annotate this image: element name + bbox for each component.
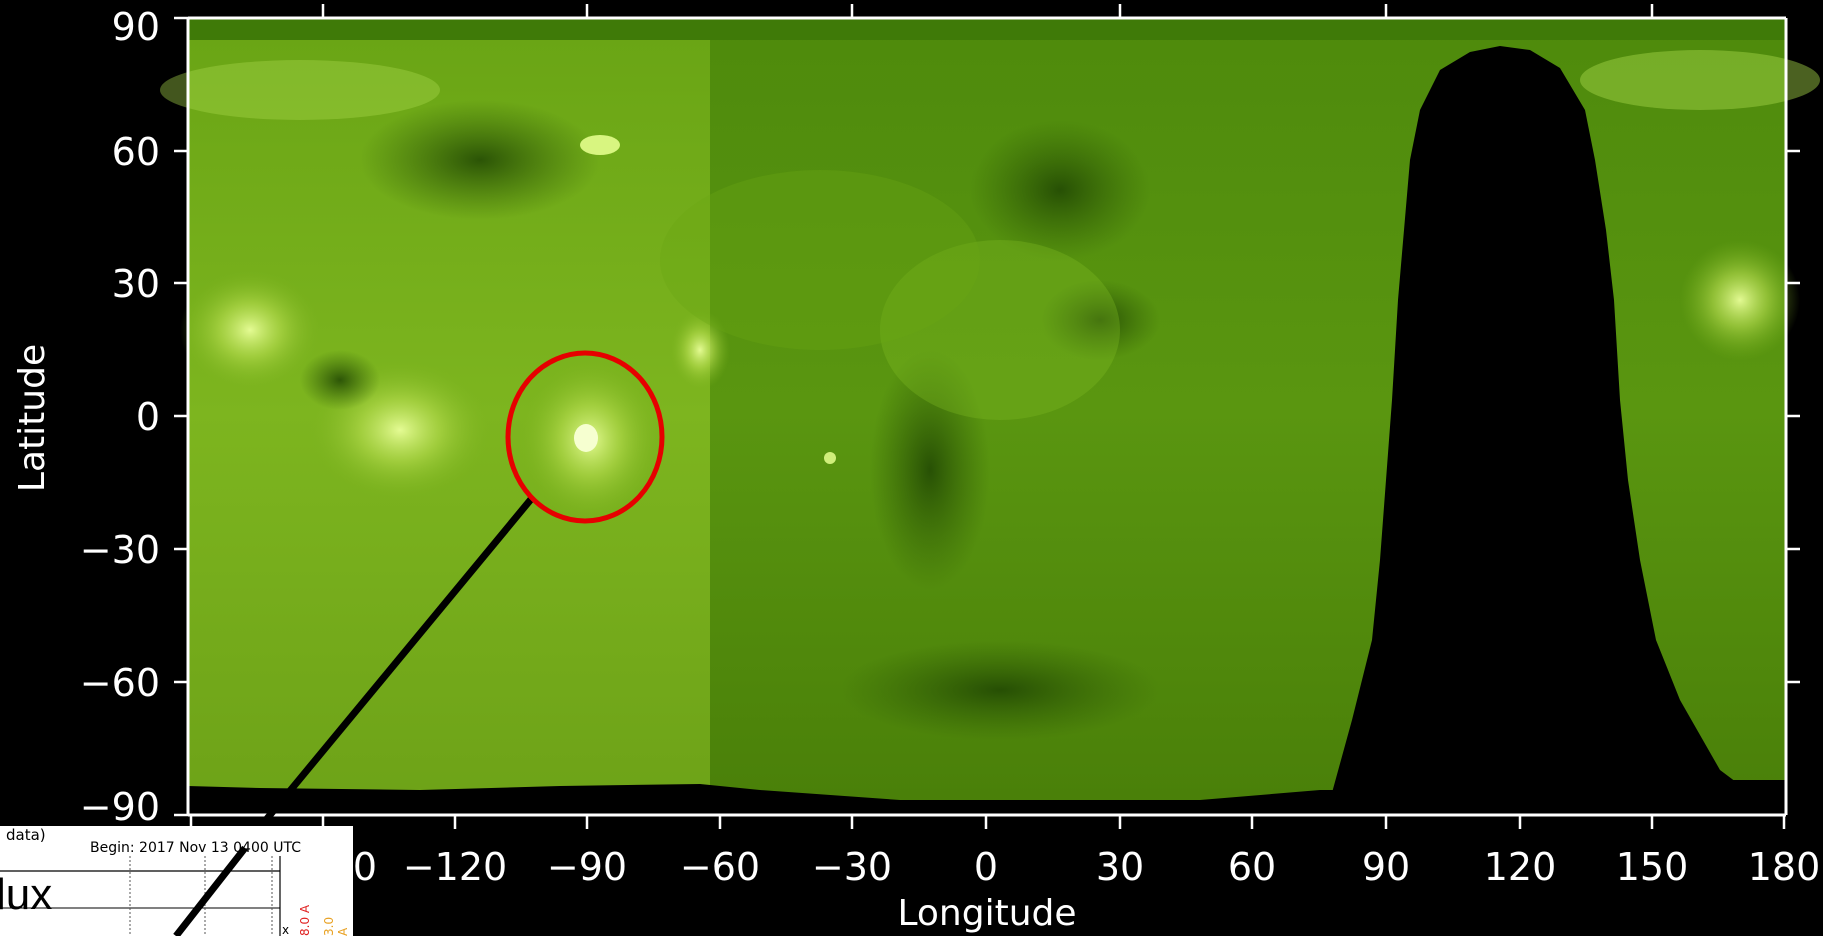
data-gap-mask [1330, 46, 1760, 800]
map-top-band [188, 18, 1786, 40]
x-tick-label: 30 [1096, 845, 1144, 889]
inset-side-label-red: 8.0 A [298, 904, 312, 936]
y-tick-label: 60 [112, 130, 160, 174]
inset-begin-time: Begin: 2017 Nov 13 0400 UTC [90, 840, 301, 856]
x-tick-label: 0 [974, 845, 998, 889]
x-tick-marks [189, 4, 1786, 829]
x-tick-label: −30 [812, 845, 892, 889]
x-tick-label: 150 [1616, 845, 1689, 889]
inset-plot: x [0, 845, 289, 936]
active-region-circle-icon [505, 350, 665, 524]
flux-inset-panel: data) Begin: 2017 Nov 13 0400 UTC lux x … [0, 826, 353, 936]
inset-big-label: lux [0, 870, 53, 919]
inset-title-fragment: data) [6, 826, 46, 844]
y-axis-title: Latitude [12, 344, 53, 492]
y-tick-label: −60 [80, 661, 160, 705]
x-tick-label: 90 [1362, 845, 1410, 889]
y-tick-label: −30 [80, 528, 160, 572]
x-tick-label: 0 [353, 845, 377, 889]
y-tick-label: −90 [80, 785, 160, 829]
x-axis-title: Longitude [897, 893, 1076, 934]
y-tick-label: 90 [112, 5, 160, 49]
x-tick-label: −60 [680, 845, 760, 889]
inset-side-label-orange: 3.0 A [322, 916, 350, 936]
x-tick-label: 180 [1748, 845, 1821, 889]
x-tick-label: −90 [547, 845, 627, 889]
y-tick-marks [174, 16, 1800, 817]
x-tick-label: −120 [403, 845, 507, 889]
x-tick-label: 60 [1228, 845, 1276, 889]
x-tick-label: 120 [1484, 845, 1557, 889]
y-tick-label: 0 [136, 395, 160, 439]
y-tick-label: 30 [112, 262, 160, 306]
inset-x-marker: x [282, 923, 289, 936]
map-texture [160, 50, 1820, 740]
